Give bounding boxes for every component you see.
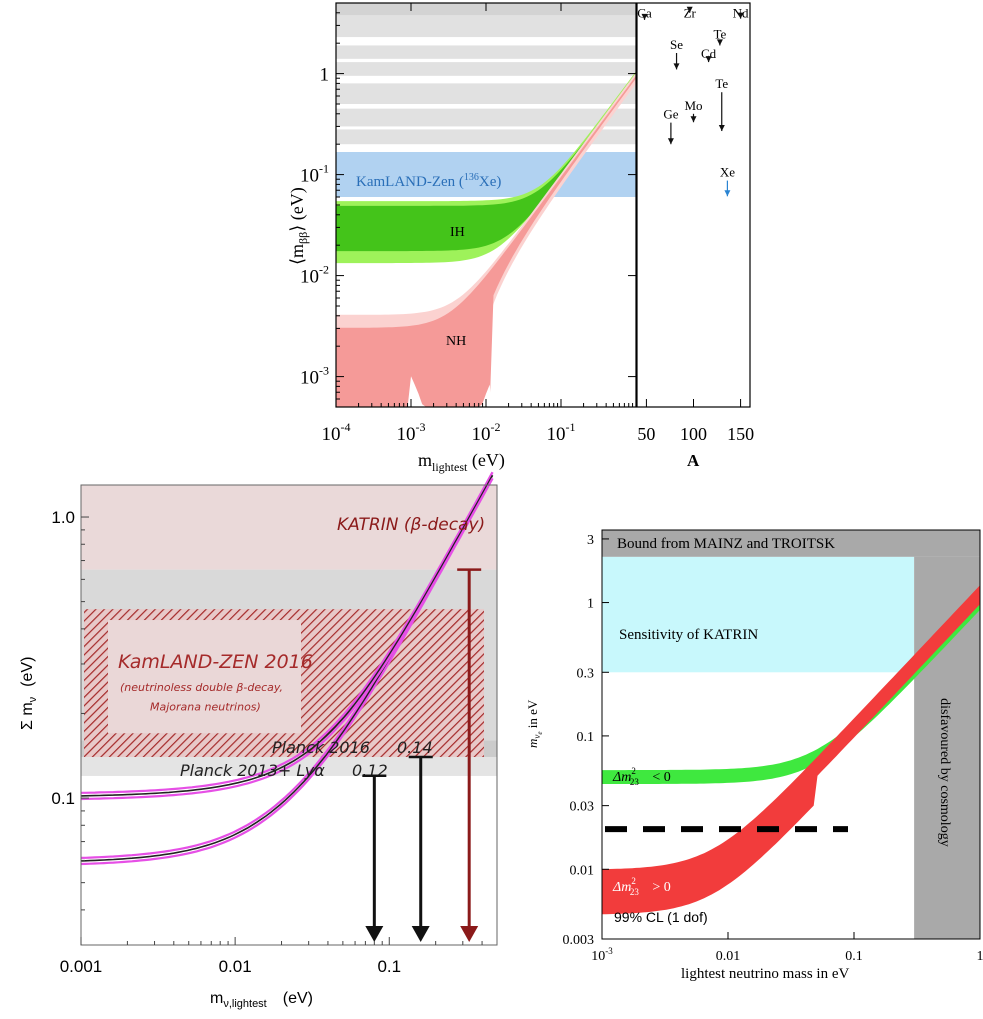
x-tick-label: 10-1 bbox=[547, 420, 576, 445]
mass-x-title: lightest neutrino mass in eV bbox=[681, 966, 849, 982]
x-tick-label: 0.1 bbox=[377, 957, 401, 976]
mainz-troitsk-excluded-region bbox=[602, 530, 980, 557]
x-axis-title: mlightest (eV) bbox=[418, 450, 505, 474]
y-tick-label: 10-3 bbox=[300, 364, 329, 389]
y-tick-label: 1 bbox=[320, 65, 330, 86]
confidence-level-label: 99% CL (1 dof) bbox=[614, 909, 708, 925]
planck-2016-label: Planck 2016 bbox=[272, 738, 370, 757]
kamland-zen-label: KamLAND-Zen (136Xe) bbox=[356, 172, 501, 190]
isotope-label: Xe bbox=[720, 165, 735, 180]
isotope-label: Ge bbox=[663, 107, 678, 122]
katrin-label: KATRIN (β-decay) bbox=[337, 515, 485, 535]
nh-band bbox=[336, 75, 636, 408]
isotope-x-tick-label: 150 bbox=[727, 424, 754, 444]
x-tick-label: 10-3 bbox=[591, 946, 613, 964]
kamland-zen-sub1: (neutrinoless double β-decay, bbox=[120, 681, 283, 694]
mainz-troitsk-label: Bound from MAINZ and TROITSK bbox=[617, 536, 835, 552]
isotope-limit-arrow bbox=[641, 13, 648, 20]
nh-band-light bbox=[336, 72, 636, 407]
isotope-label: Te bbox=[715, 76, 728, 91]
isotope-limit-arrow bbox=[673, 63, 680, 70]
upper-bound-arrowhead bbox=[411, 926, 430, 942]
plot-frame-4 bbox=[601, 529, 981, 940]
isotope-limit-arrow bbox=[737, 12, 744, 19]
isotope-limit-arrow bbox=[667, 138, 674, 145]
isotope-label: Cd bbox=[701, 46, 717, 61]
y-tick-label: 0.3 bbox=[577, 666, 595, 681]
y-tick-label: 0.003 bbox=[563, 933, 595, 948]
sum-neutrino-mass-chart: KATRIN (β-decay) KamLAND-ZEN 2016 (neutrin… bbox=[19, 471, 498, 1010]
x-tick-label: 10-4 bbox=[322, 420, 351, 445]
y-axis-title: ⟨mββ⟩ (eV) bbox=[287, 187, 310, 265]
planck-2013-label: Planck 2013+ Lyα bbox=[180, 761, 325, 780]
electron-neutrino-mass-chart: Bound from MAINZ and TROITSK Sensitivity … bbox=[525, 529, 983, 982]
experimental-limit-band bbox=[336, 108, 636, 127]
kamland-zen-label-box bbox=[108, 620, 301, 734]
isotope-limits-chart: CaZrNdSeTeCdTeMoGeXe50100150 A bbox=[636, 2, 754, 470]
normal-ordering-label: Δm2 23 > 0 bbox=[612, 876, 671, 897]
y-tick-label: 0.01 bbox=[570, 863, 595, 878]
neutrinoless-double-beta-chart: KamLAND-Zen (136Xe) IH NH 10-4 10-3 10-2 10… bbox=[287, 2, 637, 474]
cosmology-label: disfavoured by cosmology bbox=[937, 698, 952, 847]
mass-ordering-curve bbox=[80, 477, 494, 801]
isotope-label: Zr bbox=[684, 6, 697, 21]
isotope-label: Mo bbox=[684, 98, 702, 113]
upper-bound-arrowhead bbox=[365, 926, 384, 942]
x-tick-label: 0.01 bbox=[219, 957, 252, 976]
x-tick-label: 10-3 bbox=[397, 420, 426, 445]
plot-frame-3 bbox=[80, 484, 498, 946]
isotope-label: Te bbox=[713, 26, 726, 41]
x-tick-label: 0.001 bbox=[60, 957, 103, 976]
isotope-x-tick-label: 100 bbox=[680, 424, 707, 444]
isotope-label: Se bbox=[670, 37, 683, 52]
x-tick-label: 10-2 bbox=[472, 420, 501, 445]
x-tick-label: 1 bbox=[977, 949, 983, 964]
katrin-excluded-region bbox=[81, 485, 497, 570]
sum-mass-y-title: Σ mν(eV) bbox=[19, 657, 39, 730]
normal-ordering-band bbox=[602, 585, 980, 915]
upper-bound-arrowhead bbox=[460, 926, 479, 942]
x-tick-label: 0.1 bbox=[845, 949, 863, 964]
inverted-ordering-label: Δm2 23 < 0 bbox=[612, 766, 671, 787]
isotope-limit-arrow bbox=[716, 39, 723, 46]
katrin-sensitivity-region bbox=[602, 556, 915, 673]
y-tick-label: 3 bbox=[587, 533, 594, 548]
kamland-zen-2016-label: KamLAND-ZEN 2016 bbox=[118, 651, 313, 673]
experimental-limit-band bbox=[336, 45, 636, 59]
y-tick-label: 1 bbox=[587, 597, 594, 612]
y-tick-label: 0.03 bbox=[570, 800, 595, 815]
ih-band bbox=[336, 73, 636, 252]
isotope-limit-arrow bbox=[718, 125, 725, 131]
katrin-sensitivity-label: Sensitivity of KATRIN bbox=[619, 627, 758, 643]
mass-y-title: mνe in eV bbox=[525, 699, 544, 748]
nh-cancellation-gap bbox=[407, 376, 492, 407]
isotope-label: Ca bbox=[637, 6, 652, 21]
experimental-limit-band bbox=[336, 62, 636, 76]
sum-mass-x-title: mν,lightest (eV) bbox=[210, 990, 313, 1010]
nh-label: NH bbox=[446, 334, 466, 349]
isotope-x-axis-title: A bbox=[687, 451, 700, 470]
y-tick-label: 0.1 bbox=[51, 789, 75, 808]
isotope-limit-arrow bbox=[690, 116, 697, 123]
y-tick-label: 10-2 bbox=[300, 263, 329, 288]
isotope-x-tick-label: 50 bbox=[637, 424, 655, 444]
kamland-zen-sub2: Majorana neutrinos) bbox=[150, 700, 261, 713]
isotope-limit-arrow bbox=[724, 190, 731, 197]
y-tick-label: 0.1 bbox=[577, 730, 595, 745]
y-tick-label: 1.0 bbox=[51, 508, 75, 527]
isotope-limit-arrow bbox=[686, 6, 693, 13]
experimental-limit-band bbox=[336, 83, 636, 104]
experimental-limit-band bbox=[336, 129, 636, 145]
mass-ordering-curve bbox=[81, 471, 494, 794]
isotope-limit-arrow bbox=[705, 56, 712, 63]
isotope-plot-frame bbox=[636, 2, 751, 408]
experimental-limit-bands bbox=[336, 3, 636, 145]
y-tick-label: 10-1 bbox=[300, 162, 329, 187]
planck-2016-value: 0.14 bbox=[397, 738, 433, 757]
mass-ordering-curve-center bbox=[80, 474, 494, 797]
ih-label: IH bbox=[450, 225, 465, 240]
kamland-zen-band bbox=[336, 152, 636, 197]
x-tick-label: 0.01 bbox=[716, 949, 741, 964]
